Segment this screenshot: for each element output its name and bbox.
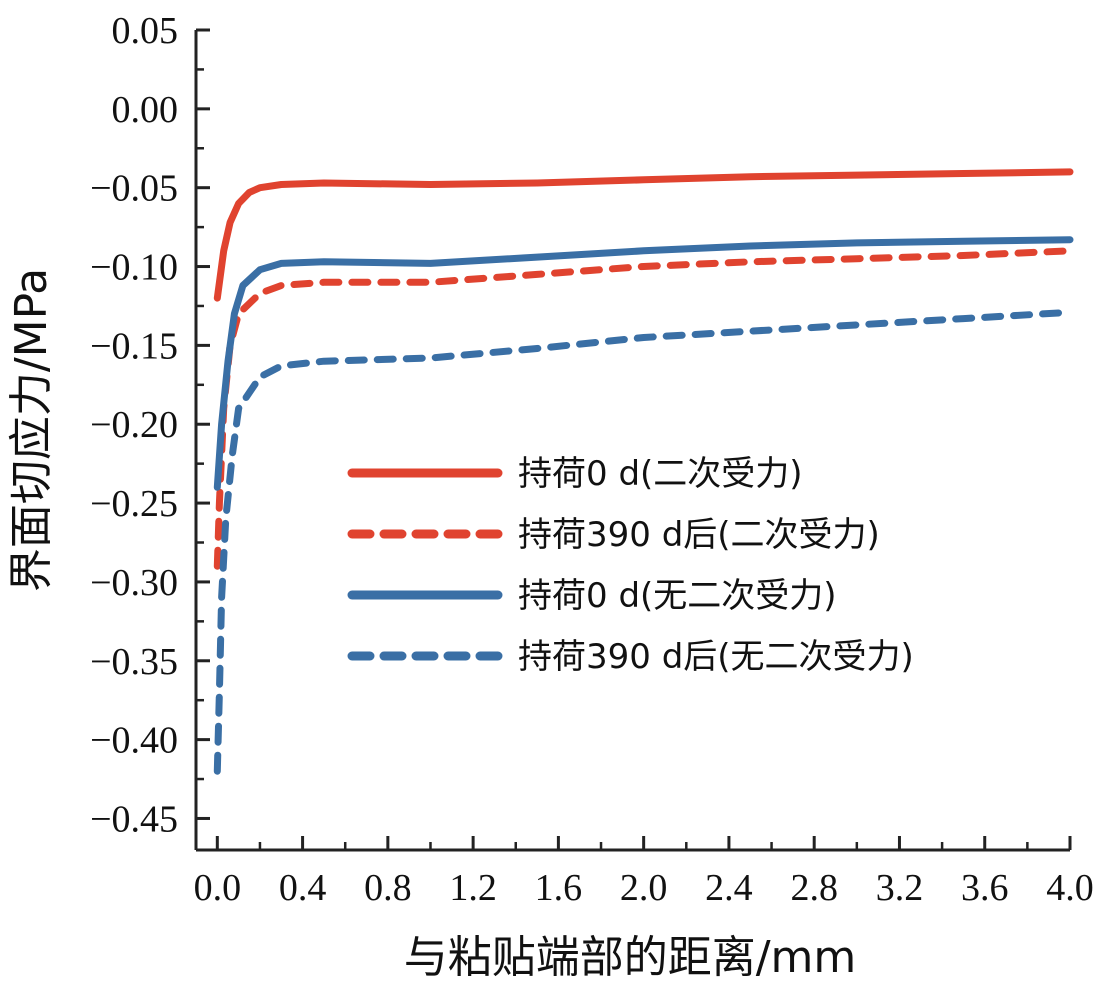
x-axis-title: 与粘贴端部的距离/mm (404, 932, 857, 983)
legend-label-4: 持荷390 d后(无二次受力) (518, 637, 914, 677)
legend: 持荷0 d(二次受力) 持荷390 d后(二次受力) 持荷0 d(无二次受力) 持荷3… (347, 454, 914, 677)
x-tick-label: 0.4 (279, 867, 327, 909)
x-tick-label: 0.0 (194, 867, 242, 909)
x-tick-label: 2.4 (705, 867, 753, 909)
y-tick-label: −0.45 (90, 798, 178, 840)
legend-label-3: 持荷0 d(无二次受力) (518, 576, 837, 616)
legend-label-2: 持荷390 d后(二次受力) (518, 515, 880, 555)
y-tick-label: −0.10 (90, 247, 178, 289)
x-tick-label: 3.6 (961, 867, 1009, 909)
series-line-1 (213, 168, 1074, 302)
x-tick-label: 1.6 (535, 867, 583, 909)
x-tick-label: 4.0 (1046, 867, 1094, 909)
y-tick-label: −0.40 (90, 720, 178, 762)
y-tick-label: 0.00 (112, 89, 179, 131)
y-tick-label: −0.25 (90, 483, 178, 525)
y-tick-label: 0.05 (112, 10, 179, 52)
y-tick-label: −0.30 (90, 562, 178, 604)
x-tick-label: 2.8 (790, 867, 838, 909)
series-line-3 (213, 236, 1074, 491)
y-tick-label: −0.15 (90, 325, 178, 367)
y-tick-label: −0.20 (90, 404, 178, 446)
legend-label-1: 持荷0 d(二次受力) (518, 454, 803, 494)
y-axis-title: 界面切应力/MPa (6, 268, 57, 592)
x-tick-label: 2.0 (620, 867, 668, 909)
series-layer (213, 168, 1074, 775)
x-tick-label: 3.2 (876, 867, 924, 909)
axes: 0.05 0.00 −0.05 −0.10 −0.15 −0.20 −0.25 −0.30 −0… (90, 10, 1094, 909)
x-tick-label: 0.8 (364, 867, 412, 909)
series-line-4 (213, 308, 1074, 775)
y-tick-label: −0.35 (90, 641, 178, 683)
x-tick-label: 1.2 (449, 867, 497, 909)
y-tick-label: −0.05 (90, 168, 178, 210)
